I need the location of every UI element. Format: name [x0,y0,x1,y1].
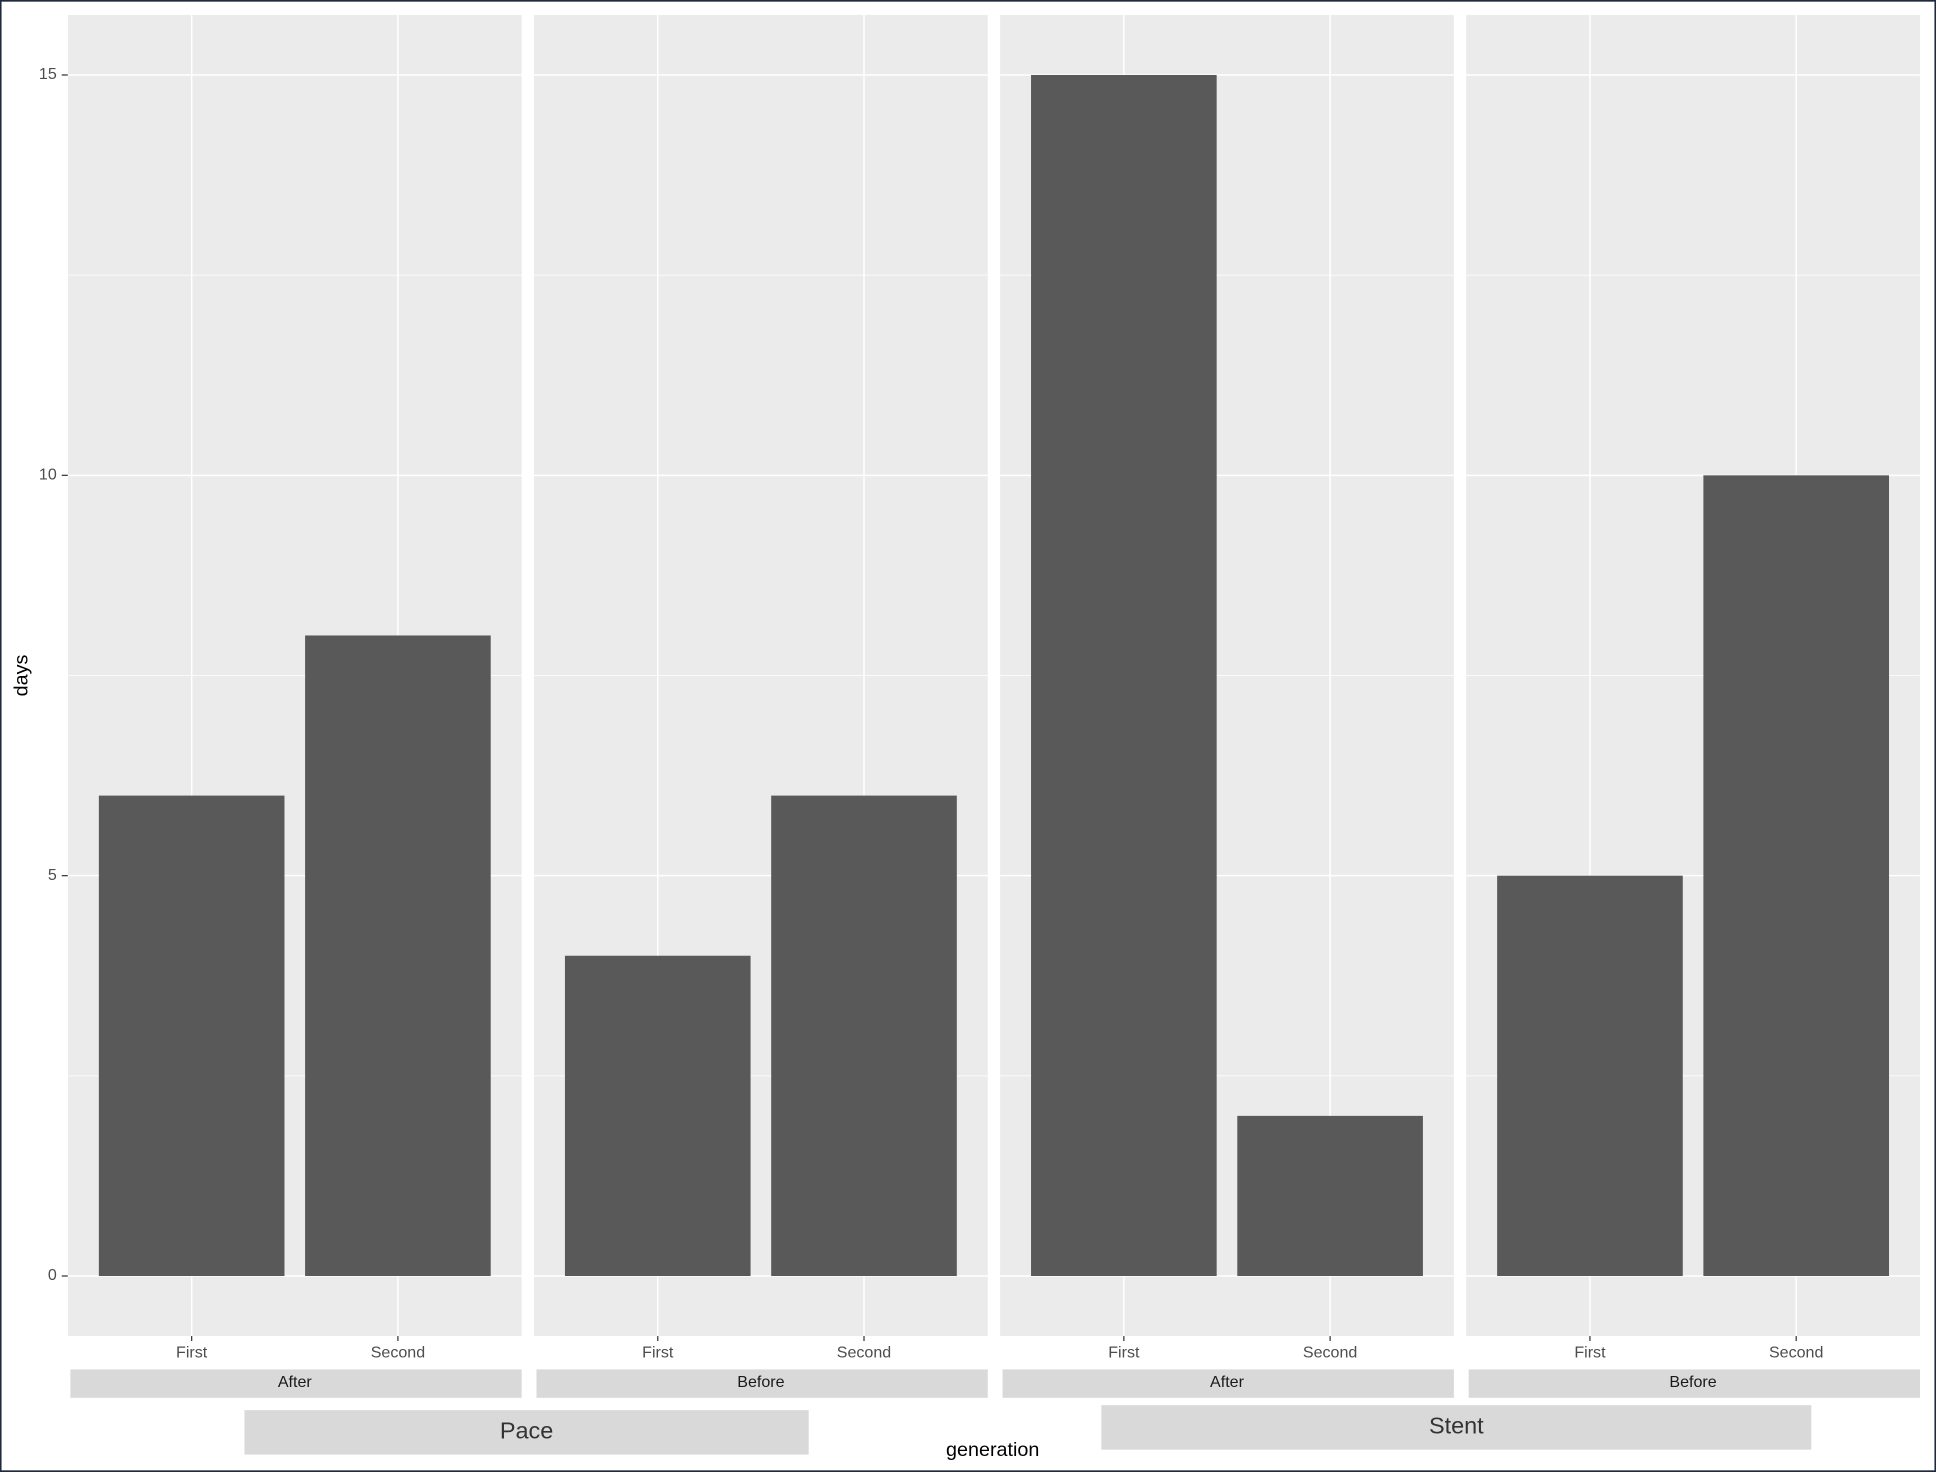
y-tick-label: 10 [39,466,57,484]
bar [1031,74,1217,1277]
panel-strip [536,1369,988,1398]
group-strip [1101,1405,1812,1450]
x-tick-label: First [176,1344,208,1362]
panel-strip-label: Before [1669,1373,1716,1391]
bar [98,795,285,1277]
x-tick-label: First [1108,1344,1140,1362]
group-label: Pace [500,1418,553,1444]
group-label: Stent [1429,1413,1484,1439]
bar [305,635,491,1277]
bar [1703,475,1890,1277]
y-axis-title: days [10,655,32,697]
x-tick-label: First [1574,1344,1606,1362]
x-axis-title: generation [946,1439,1039,1461]
bar [1497,875,1683,1277]
y-tick-label: 0 [48,1266,57,1284]
x-tick-label: Second [1769,1344,1823,1362]
x-tick-label: First [642,1344,674,1362]
x-tick-label: Second [1303,1344,1357,1362]
x-tick-label: Second [837,1344,891,1362]
panel-strip-label: After [1210,1373,1245,1391]
y-tick-label: 5 [48,866,57,884]
bar [564,955,751,1277]
group-strip [244,1410,809,1455]
x-tick-label: Second [371,1344,425,1362]
panel-strip [1002,1369,1454,1398]
panel-strip-label: Before [737,1373,784,1391]
panel-strip-label: After [278,1373,313,1391]
panel-strip [70,1369,522,1398]
bar [771,795,957,1277]
y-tick-label: 15 [39,65,57,83]
panel-strip [1468,1369,1920,1398]
bar [1237,1115,1423,1277]
